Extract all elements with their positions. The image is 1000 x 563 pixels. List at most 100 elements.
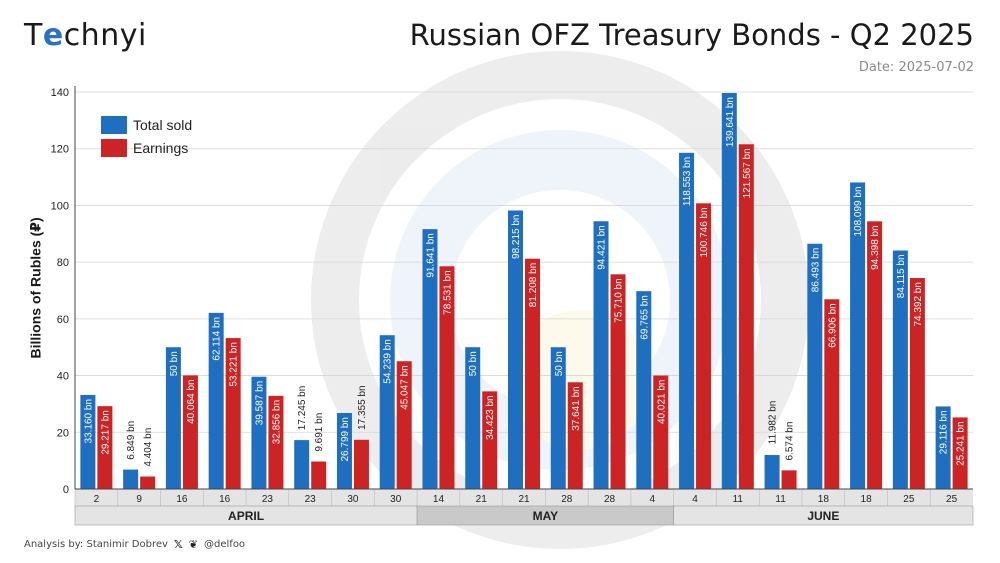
- bar-label-total-sold: 50 bn: [169, 351, 180, 376]
- x-tick-label: 4: [692, 494, 698, 505]
- bar-label-total-sold: 33.160 bn: [83, 399, 94, 444]
- bar-earnings: [311, 461, 327, 489]
- footer-credit: Analysis by: Stanimir Dobrev: [24, 539, 168, 550]
- bar-earnings: [653, 375, 669, 489]
- bar-label-total-sold: 118.553 bn: [682, 157, 693, 206]
- bar-label-total-sold: 98.215 bn: [511, 214, 522, 259]
- x-tick-label: 25: [903, 494, 915, 505]
- bar-total-sold: [935, 406, 951, 489]
- bar-earnings: [396, 361, 412, 489]
- x-tick-label: 30: [390, 494, 402, 505]
- legend-label: Earnings: [133, 140, 188, 156]
- bar-label-earnings: 9.691 bn: [314, 413, 325, 452]
- month-label: APRIL: [228, 509, 264, 523]
- bar-earnings: [738, 144, 754, 489]
- bar-earnings: [567, 382, 583, 489]
- legend-swatch: [101, 139, 127, 157]
- bar-label-total-sold: 69.765 bn: [639, 295, 650, 340]
- bar-label-earnings: 25.241 bn: [956, 421, 967, 466]
- bar-label-earnings: 40.064 bn: [186, 379, 197, 424]
- bar-label-total-sold: 29.116 bn: [939, 410, 950, 454]
- bar-label-earnings: 37.641 bn: [571, 386, 582, 431]
- x-tick-label: 9: [136, 494, 142, 505]
- bar-total-sold: [294, 440, 310, 489]
- x-tick-label: 28: [604, 494, 616, 505]
- bar-label-earnings: 81.208 bn: [528, 263, 539, 308]
- butterfly-icon: ❦: [188, 538, 199, 551]
- bar-total-sold: [721, 93, 737, 490]
- y-tick-label: 120: [51, 144, 69, 156]
- x-tick-label: 21: [476, 494, 488, 505]
- bar-label-earnings: 4.404 bn: [143, 428, 154, 467]
- bar-total-sold: [807, 243, 823, 489]
- bar-total-sold: [336, 413, 352, 489]
- bar-label-earnings: 6.574 bn: [785, 422, 796, 461]
- x-tick-label: 18: [818, 494, 830, 505]
- footer: Analysis by: Stanimir Dobrev 𝕏 ❦ @delfoo: [24, 538, 245, 551]
- bar-total-sold: [679, 152, 695, 489]
- y-tick-label: 20: [57, 427, 69, 439]
- y-tick-label: 100: [51, 200, 69, 212]
- y-tick-label: 140: [51, 87, 69, 99]
- x-tick-label: 23: [305, 494, 317, 505]
- bar-earnings: [781, 470, 797, 489]
- bar-label-total-sold: 86.493 bn: [810, 248, 821, 293]
- y-tick-label: 60: [57, 314, 69, 326]
- bar-total-sold: [550, 347, 566, 489]
- bar-earnings: [525, 258, 540, 489]
- bar-total-sold: [465, 347, 481, 489]
- x-tick-label: 30: [347, 494, 359, 505]
- bar-label-total-sold: 6.849 bn: [126, 421, 137, 460]
- bar-label-total-sold: 84.115 bn: [896, 254, 907, 298]
- x-tick-label: 18: [861, 494, 873, 505]
- report-date: Date: 2025-07-02: [858, 60, 974, 75]
- bar-earnings: [353, 439, 369, 489]
- bar-label-total-sold: 11.982 bn: [768, 401, 779, 445]
- bar-label-earnings: 34.423 bn: [485, 395, 496, 440]
- bar-earnings: [182, 375, 198, 489]
- bar-total-sold: [422, 229, 438, 489]
- x-tick-label: 4: [650, 494, 656, 505]
- bar-label-earnings: 45.047 bn: [400, 365, 411, 410]
- footer-handle: @delfoo: [204, 539, 246, 550]
- y-tick-label: 80: [57, 257, 69, 269]
- bar-earnings: [696, 203, 712, 490]
- bar-label-total-sold: 50 bn: [554, 351, 565, 376]
- bar-label-earnings: 32.856 bn: [271, 400, 282, 445]
- y-tick-label: 40: [57, 371, 69, 383]
- legend-swatch: [101, 116, 127, 134]
- bar-label-earnings: 78.531 bn: [442, 270, 453, 315]
- bar-earnings: [439, 266, 455, 489]
- bar-label-total-sold: 54.239 bn: [383, 339, 394, 384]
- bar-earnings: [97, 406, 113, 489]
- bar-earnings: [867, 221, 883, 489]
- bar-label-earnings: 121.567 bn: [742, 148, 753, 198]
- bar-total-sold: [208, 312, 224, 489]
- bar-earnings: [909, 278, 925, 489]
- bar-label-earnings: 100.746 bn: [699, 207, 710, 257]
- month-band: [673, 505, 974, 526]
- bar-label-total-sold: 17.245 bn: [297, 386, 308, 431]
- bar-total-sold: [850, 182, 866, 489]
- x-tick-label: 21: [518, 494, 530, 505]
- bar-label-total-sold: 26.799 bn: [340, 417, 351, 462]
- x-tick-label: 14: [433, 494, 445, 505]
- x-tick-label: 11: [733, 494, 744, 505]
- bar-label-earnings: 53.221 bn: [229, 342, 240, 387]
- bar-label-total-sold: 94.421 bn: [597, 225, 608, 270]
- x-tick-label: 11: [775, 494, 786, 505]
- bar-earnings: [482, 391, 498, 489]
- bar-label-total-sold: 108.099 bn: [853, 186, 864, 236]
- bar-earnings: [140, 476, 156, 489]
- bar-earnings: [268, 395, 284, 489]
- bar-label-earnings: 94.398 bn: [870, 225, 881, 270]
- x-tick-label: 16: [176, 494, 188, 505]
- y-axis-label: Billions of Rubles (₽): [27, 217, 44, 359]
- bar-label-total-sold: 50 bn: [468, 351, 479, 376]
- bar-label-earnings: 17.355 bn: [357, 385, 368, 430]
- legend-label: Total sold: [133, 117, 192, 133]
- x-tick-label: 25: [946, 494, 958, 505]
- bar-label-earnings: 75.710 bn: [614, 278, 625, 323]
- bar-total-sold: [636, 291, 652, 489]
- bar-label-total-sold: 139.641 bn: [725, 97, 736, 147]
